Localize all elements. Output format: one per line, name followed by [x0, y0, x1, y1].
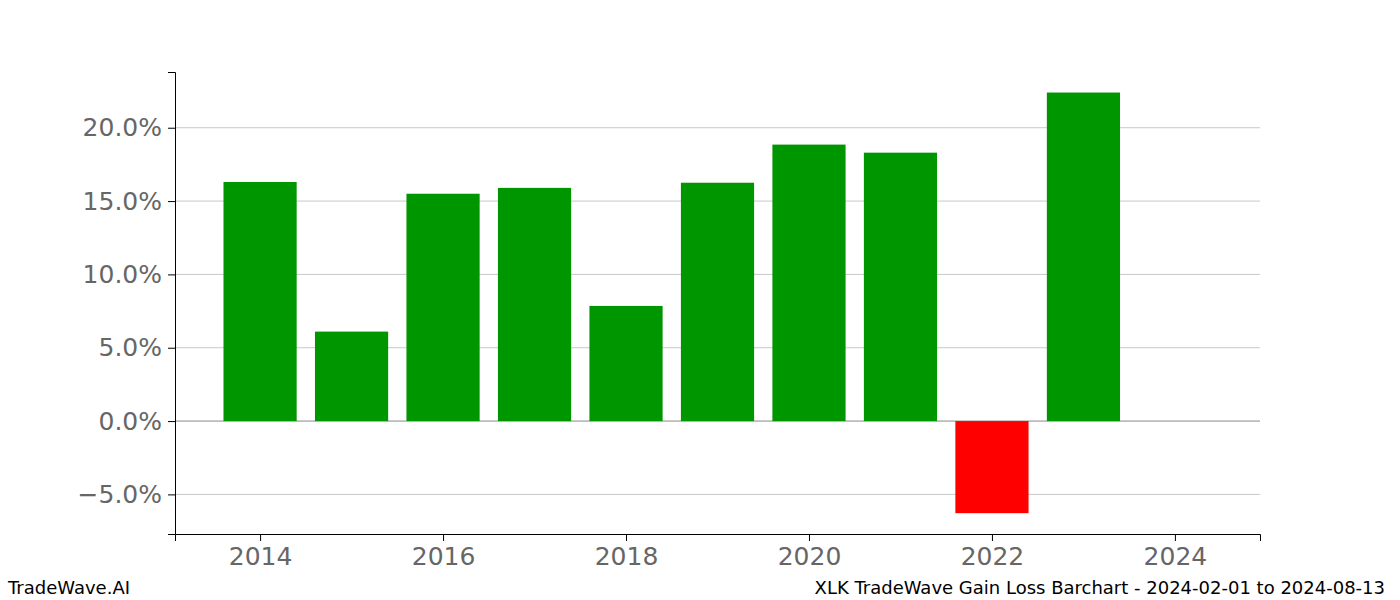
y-tick-mark [168, 128, 175, 129]
x-tick: 2018 [595, 534, 659, 571]
y-tick: 10.0% [83, 260, 175, 289]
x-tick-mark [626, 534, 627, 541]
y-axis: −5.0% 0.0% 5.0% 10.0% 15.0% 20.0% [78, 73, 176, 535]
chart: −5.0% 0.0% 5.0% 10.0% 15.0% 20.0% 2014 2016 2018… [0, 0, 1400, 600]
x-tick-label: 2020 [778, 542, 842, 571]
y-tick-label: 0.0% [98, 407, 162, 436]
y-tick-label: 20.0% [83, 113, 162, 142]
y-tick-label: −5.0% [78, 480, 162, 509]
x-tick: 2016 [412, 534, 476, 571]
bar [589, 306, 662, 421]
y-tick: 5.0% [98, 333, 175, 362]
y-tick-mark [168, 494, 175, 495]
y-tick: 15.0% [83, 187, 175, 216]
x-tick: 2020 [778, 534, 842, 571]
x-tick: 2022 [961, 534, 1025, 571]
bar [681, 183, 754, 421]
x-tick-label: 2024 [1144, 542, 1208, 571]
y-tick-mark [168, 348, 175, 349]
bar [1047, 93, 1120, 422]
bar [955, 421, 1028, 513]
x-axis-line [176, 535, 1261, 542]
y-tick-label: 15.0% [83, 187, 162, 216]
y-tick: −5.0% [78, 480, 175, 509]
y-axis-line [168, 73, 176, 535]
x-tick-mark [443, 534, 444, 541]
y-tick: 0.0% [98, 407, 175, 436]
x-tick-mark [992, 534, 993, 541]
x-tick-label: 2014 [229, 542, 293, 571]
grid-line [175, 494, 1260, 495]
x-tick-mark [260, 534, 261, 541]
x-tick-label: 2018 [595, 542, 659, 571]
x-tick-label: 2016 [412, 542, 476, 571]
x-axis: 2014 2016 2018 2020 2022 2024 [176, 534, 1261, 571]
y-tick-label: 5.0% [98, 333, 162, 362]
y-tick: 20.0% [83, 113, 175, 142]
annotation: TradeWave.AI [7, 577, 130, 598]
bar [315, 332, 388, 421]
y-tick-label: 10.0% [83, 260, 162, 289]
x-tick: 2014 [229, 534, 293, 571]
y-tick-mark [168, 201, 175, 202]
bar [864, 153, 937, 421]
x-tick-mark [1175, 534, 1176, 541]
bar [772, 145, 845, 421]
x-tick: 2024 [1144, 534, 1208, 571]
x-tick-mark [809, 534, 810, 541]
title: XLK TradeWave Gain Loss Barchart - 2024-… [815, 577, 1385, 598]
bar [223, 182, 296, 421]
x-tick-label: 2022 [961, 542, 1025, 571]
bar [406, 194, 479, 421]
y-tick-mark [168, 274, 175, 275]
bars [223, 93, 1120, 514]
y-tick-mark [168, 421, 175, 422]
bar [498, 188, 571, 421]
